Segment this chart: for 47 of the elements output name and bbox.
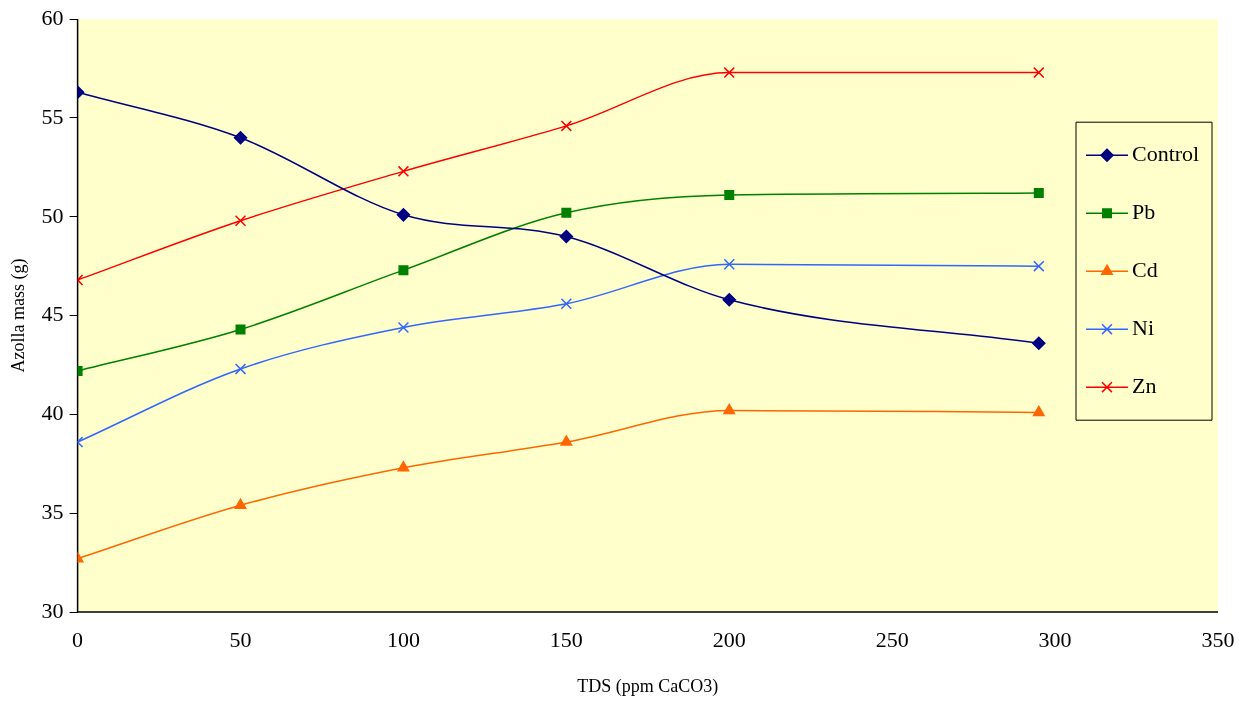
point xyxy=(397,321,410,334)
point xyxy=(234,498,247,510)
y-tick-label: 30 xyxy=(41,597,64,623)
legend-label: Pb xyxy=(1132,198,1156,224)
point xyxy=(234,215,247,227)
y-tick-label: 55 xyxy=(41,103,64,129)
point xyxy=(398,265,409,276)
x-tick-label: 0 xyxy=(72,626,84,652)
point xyxy=(235,324,246,335)
point xyxy=(559,229,574,244)
point xyxy=(722,293,737,307)
point xyxy=(723,66,735,79)
point xyxy=(560,298,573,310)
point xyxy=(561,207,572,218)
legend-label: Zn xyxy=(1132,372,1157,398)
point xyxy=(723,258,735,270)
point xyxy=(233,131,248,145)
point xyxy=(396,208,411,222)
point xyxy=(724,190,735,201)
point xyxy=(1033,260,1045,272)
y-tick-label: 50 xyxy=(41,202,64,228)
x-tick-label: 200 xyxy=(712,626,746,652)
point xyxy=(234,363,247,375)
y-tick-label: 45 xyxy=(41,301,64,327)
point xyxy=(560,120,573,132)
x-axis-title: TDS (ppm CaCO3) xyxy=(577,675,719,697)
point xyxy=(723,403,736,415)
y-tick-label: 35 xyxy=(41,498,64,524)
x-tick-label: 350 xyxy=(1201,626,1235,652)
legend-label: Ni xyxy=(1132,314,1154,340)
legend-label: Cd xyxy=(1132,256,1158,282)
point xyxy=(1033,188,1044,199)
point xyxy=(1032,405,1045,417)
point xyxy=(397,461,410,472)
y-tick-label: 60 xyxy=(41,4,64,30)
point xyxy=(1032,336,1046,351)
x-tick-label: 150 xyxy=(549,626,583,652)
x-tick-label: 300 xyxy=(1038,626,1072,652)
point xyxy=(397,165,410,178)
x-tick-label: 250 xyxy=(875,626,909,652)
y-tick-label: 40 xyxy=(41,400,64,426)
y-axis-title: Azolla mass (g) xyxy=(7,258,29,373)
legend-label: Control xyxy=(1132,140,1200,166)
x-tick-label: 100 xyxy=(386,626,420,652)
x-tick-label: 50 xyxy=(229,626,252,652)
point xyxy=(1033,66,1045,79)
point xyxy=(560,435,573,446)
